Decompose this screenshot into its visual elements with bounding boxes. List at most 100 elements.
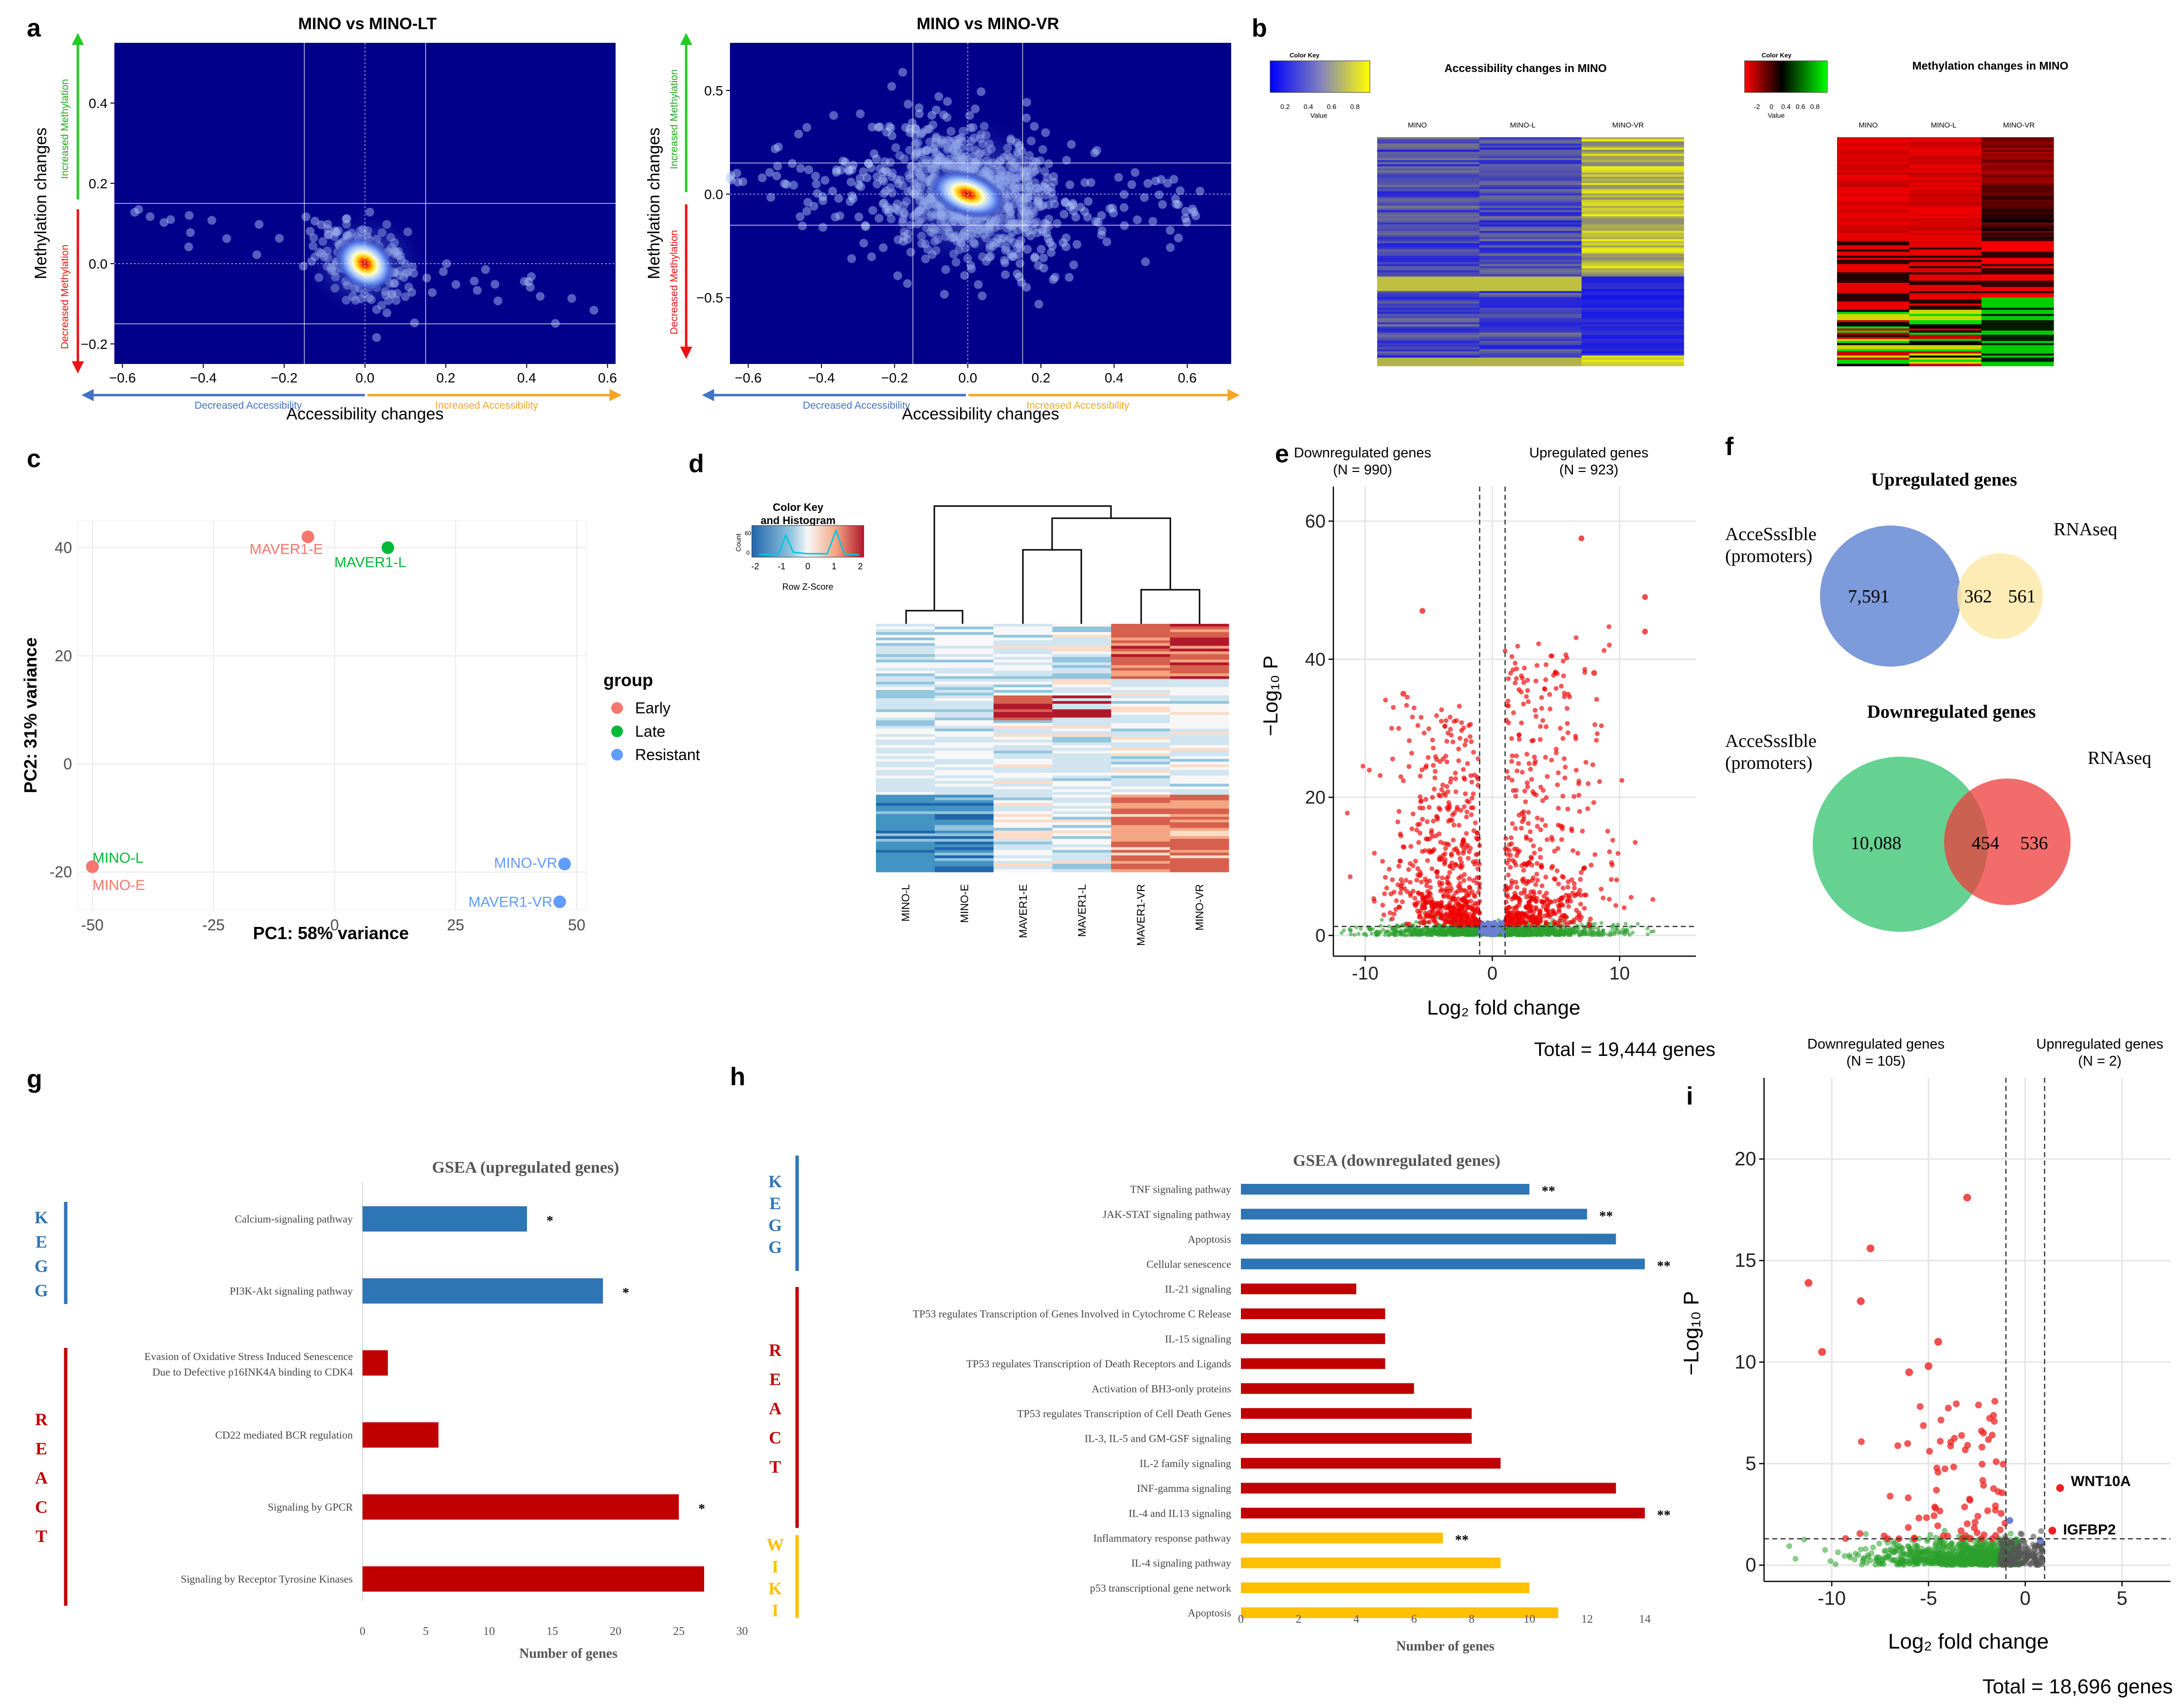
d-cell: [876, 665, 935, 669]
e-point-sig: [1421, 730, 1427, 736]
e-point-sig: [1464, 831, 1469, 836]
c-plot-bg: [77, 520, 587, 910]
d-cell: [993, 659, 1053, 663]
e-point-sig: [1534, 663, 1540, 668]
e-point-sig: [1459, 720, 1464, 726]
d-cell: [1111, 822, 1170, 826]
b2-cell: [1981, 274, 2054, 277]
b2-cell: [1909, 252, 1982, 254]
e-point-sig: [1530, 875, 1536, 880]
d-cell: [993, 778, 1053, 781]
e-point-sig: [1524, 752, 1529, 757]
a1-point: [160, 218, 168, 227]
b2-cell: [1837, 309, 1910, 312]
e-point-sig: [1412, 896, 1418, 901]
a2-point: [829, 111, 838, 120]
d-cell: [1052, 712, 1111, 715]
b1-cell: [1479, 353, 1582, 356]
d-cell: [1170, 819, 1229, 823]
b1-cell: [1479, 229, 1582, 231]
d-cell: [1111, 828, 1170, 831]
b1-cell: [1377, 247, 1480, 250]
d-cell: [1170, 831, 1229, 834]
e-point-sig: [1414, 877, 1420, 883]
d-cell: [876, 682, 935, 685]
e-point-sig: [1439, 875, 1445, 881]
a2-point: [772, 171, 782, 181]
e-point-sig: [1538, 855, 1543, 860]
b2-cell: [1981, 291, 2054, 294]
e-point-sig: [1391, 911, 1397, 917]
a2-point: [1158, 200, 1167, 209]
b2-cell: [1909, 254, 1982, 256]
b1-cell: [1377, 189, 1480, 192]
d-cell: [934, 643, 994, 646]
e-point-sig: [1380, 903, 1385, 908]
e-point-sig: [1474, 830, 1480, 835]
e-point-sig: [1570, 890, 1575, 896]
c-legend-dot: [611, 702, 623, 714]
b2-cell: [1909, 229, 1982, 231]
e-point-sig: [1463, 889, 1469, 894]
a2-point: [1039, 254, 1048, 262]
d-cell: [1052, 717, 1111, 721]
b1-cell: [1377, 270, 1480, 273]
e-point-ns: [1414, 920, 1419, 924]
a2-point: [1030, 122, 1039, 131]
a2-point: [1071, 213, 1080, 222]
b2-color-key: [1744, 60, 1828, 93]
b2-cell: [1837, 276, 1910, 279]
a2-point: [812, 180, 821, 189]
d-cell: [993, 847, 1053, 851]
b2-cell: [1909, 301, 1982, 304]
a2-point: [1058, 238, 1068, 247]
d-cell: [934, 828, 994, 831]
e-point-sig: [1532, 754, 1537, 760]
b2-cell: [1909, 197, 1982, 200]
b1-cell: [1377, 212, 1480, 215]
b1-cell: [1582, 293, 1684, 296]
d-cell: [1052, 798, 1111, 801]
a1-xtick-label: 0.4: [517, 370, 536, 385]
d-cell: [1111, 839, 1170, 842]
b2-cell: [1981, 249, 2054, 252]
b1-cell: [1377, 255, 1480, 258]
b1-cell: [1582, 270, 1684, 273]
e-point-sig: [1532, 851, 1537, 856]
e-point-sig: [1523, 799, 1528, 804]
e-point-sig: [1565, 730, 1571, 735]
a2-point: [1155, 190, 1164, 200]
a2-point: [1069, 206, 1078, 216]
d-cell: [1111, 684, 1170, 688]
d-cell: [1111, 852, 1170, 856]
d-cell: [876, 806, 935, 809]
b1-cell: [1377, 208, 1480, 211]
a1-point: [134, 205, 143, 214]
b2-cell: [1909, 239, 1982, 242]
b1-cell: [1479, 332, 1582, 335]
d-cell: [934, 676, 994, 679]
b2-cell: [1909, 247, 1982, 250]
a2-point: [835, 211, 844, 220]
a2-point: [861, 222, 870, 231]
d-cell: [934, 844, 994, 848]
b2-cell: [1837, 362, 1910, 364]
e-point-sig: [1607, 642, 1612, 648]
b2-cell: [1981, 360, 2054, 363]
a1-point: [207, 216, 217, 225]
e-point-sig: [1559, 837, 1565, 842]
d-cell: [934, 731, 994, 735]
b1-cell: [1377, 320, 1480, 323]
a2-point: [844, 165, 853, 174]
a1-point: [222, 234, 231, 243]
b2-cell: [1909, 218, 1982, 221]
d-cell: [1170, 792, 1229, 795]
b2-cell: [1837, 218, 1910, 221]
b2-key-label: Color Key: [1762, 52, 1792, 59]
d-cell: [876, 701, 935, 704]
b1-cell: [1377, 262, 1480, 265]
e-point-sig: [1552, 919, 1557, 925]
b2-cell: [1981, 355, 2054, 358]
d-cell: [1111, 861, 1170, 864]
e-point-sig: [1456, 746, 1461, 752]
